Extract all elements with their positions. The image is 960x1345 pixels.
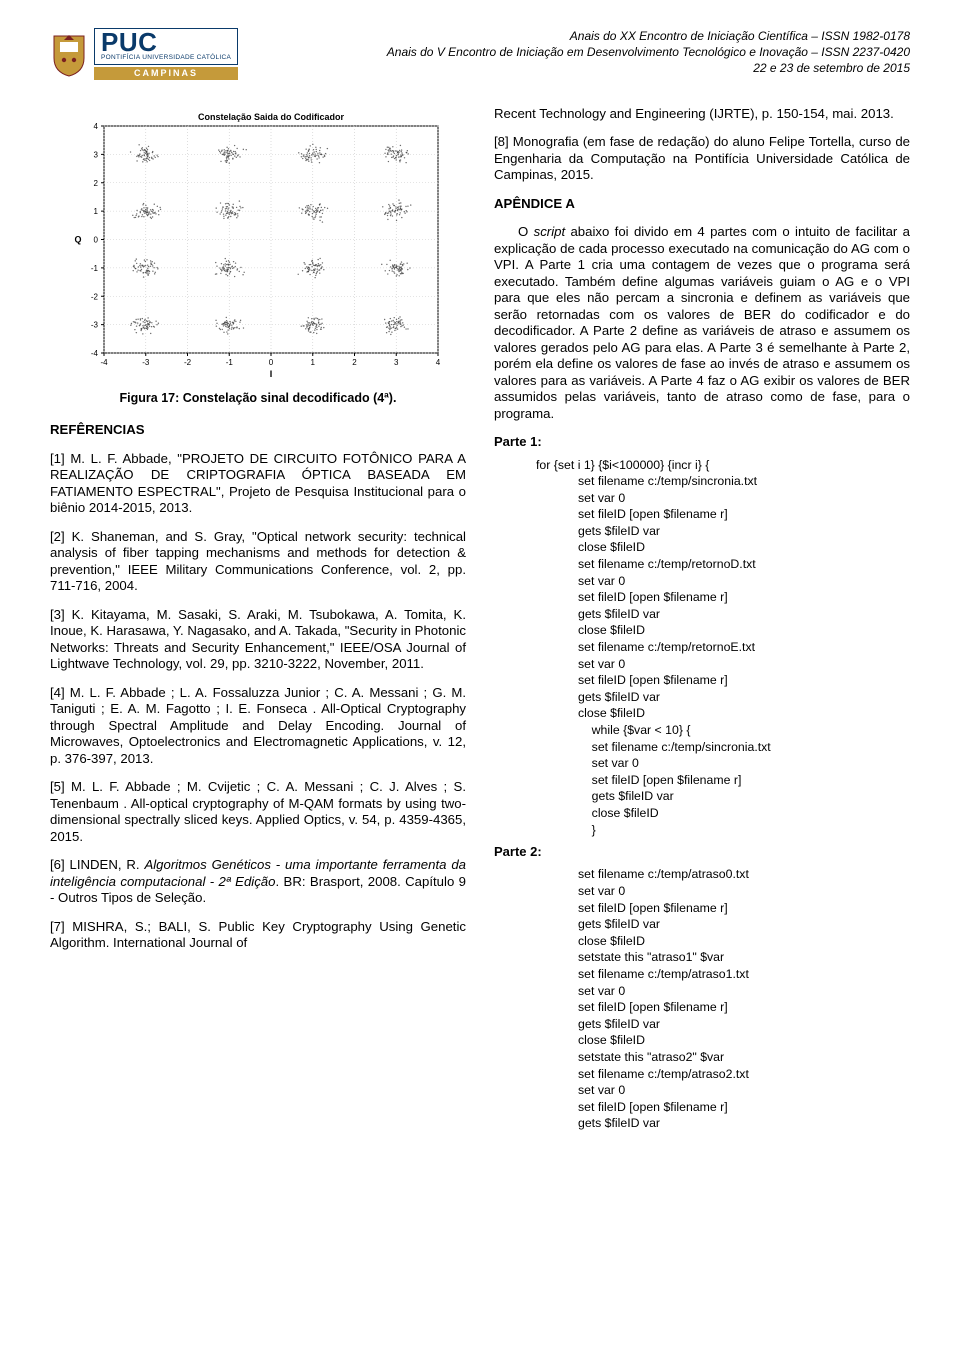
ref-4: [4] M. L. F. Abbade ; L. A. Fossaluzza J… — [50, 685, 466, 768]
appendix-p3: abaixo foi divido em 4 partes com o intu… — [494, 224, 910, 421]
svg-text:2: 2 — [352, 358, 357, 367]
svg-text:-1: -1 — [91, 264, 99, 273]
ref-3: [3] K. Kitayama, M. Sasaki, S. Araki, M.… — [50, 607, 466, 673]
appendix-script-word: script — [534, 224, 566, 239]
puc-text-block: PUC PONTIFÍCIA UNIVERSIDADE CATÓLICA CAM… — [94, 28, 238, 80]
svg-text:-4: -4 — [91, 349, 99, 358]
svg-text:1: 1 — [311, 358, 316, 367]
ref-7: [7] MISHRA, S.; BALI, S. Public Key Cryp… — [50, 919, 466, 952]
svg-text:0: 0 — [94, 235, 99, 244]
code-block-1-body: set filename c:/temp/sincronia.txt set v… — [578, 473, 910, 838]
appendix-para: O script abaixo foi divido em 4 partes c… — [494, 224, 910, 422]
ref-2: [2] K. Shaneman, and S. Gray, "Optical n… — [50, 529, 466, 595]
right-top-1: Recent Technology and Engineering (IJRTE… — [494, 106, 910, 123]
svg-text:0: 0 — [269, 358, 274, 367]
ref-6-a: [6] LINDEN, R. — [50, 857, 144, 872]
figure-caption: Figura 17: Constelação sinal decodificad… — [50, 391, 466, 407]
svg-text:2: 2 — [94, 179, 99, 188]
code-block-2-body: set filename c:/temp/atraso0.txt set var… — [578, 866, 910, 1132]
svg-text:4: 4 — [94, 122, 99, 131]
crest-icon — [50, 30, 88, 78]
campinas-strip: CAMPINAS — [94, 67, 238, 80]
ref-1: [1] M. L. F. Abbade, "PROJETO DE CIRCUIT… — [50, 451, 466, 517]
appendix-heading: APÊNDICE A — [494, 196, 910, 213]
svg-text:3: 3 — [394, 358, 399, 367]
svg-text:-1: -1 — [226, 358, 234, 367]
header-line-2: Anais do V Encontro de Iniciação em Dese… — [252, 44, 910, 60]
svg-text:Constelação Saida do Codificad: Constelação Saida do Codificador — [198, 112, 345, 122]
ref-6: [6] LINDEN, R. Algoritmos Genéticos - um… — [50, 857, 466, 907]
puc-logo: PUC PONTIFÍCIA UNIVERSIDADE CATÓLICA CAM… — [50, 28, 238, 80]
content-columns: -4 -3 -2 -1 0 1 2 3 4 -4 -3 -2 -1 0 1 2 3 4 Constelação Sa… — [50, 106, 910, 1132]
part2-label: Parte 2: — [494, 844, 910, 860]
svg-text:I: I — [270, 369, 273, 379]
svg-text:-2: -2 — [184, 358, 192, 367]
svg-text:1: 1 — [94, 207, 99, 216]
header-line-1: Anais do XX Encontro de Iniciação Cientí… — [252, 28, 910, 44]
svg-text:3: 3 — [94, 150, 99, 159]
right-column: Recent Technology and Engineering (IJRTE… — [494, 106, 910, 1132]
left-column: -4 -3 -2 -1 0 1 2 3 4 -4 -3 -2 -1 0 1 2 3 4 Constelação Sa… — [50, 106, 466, 1132]
appendix-p1: O — [518, 224, 534, 239]
page-header: PUC PONTIFÍCIA UNIVERSIDADE CATÓLICA CAM… — [50, 28, 910, 80]
constellation-chart: -4 -3 -2 -1 0 1 2 3 4 -4 -3 -2 -1 0 1 2 3 4 Constelação Sa… — [68, 106, 448, 381]
right-top-2: [8] Monografia (em fase de redação) do a… — [494, 134, 910, 184]
puc-subtitle: PONTIFÍCIA UNIVERSIDADE CATÓLICA — [101, 54, 231, 62]
code-block-2: set filename c:/temp/atraso0.txt set var… — [536, 866, 910, 1132]
puc-title: PUC — [101, 31, 231, 54]
svg-text:-4: -4 — [100, 358, 108, 367]
header-conference-lines: Anais do XX Encontro de Iniciação Cientí… — [252, 28, 910, 77]
code-block-1-head: for {set i 1} {$i<100000} {incr i} { — [536, 457, 910, 474]
svg-text:-3: -3 — [142, 358, 150, 367]
svg-text:-3: -3 — [91, 320, 99, 329]
svg-text:4: 4 — [436, 358, 441, 367]
part1-label: Parte 1: — [494, 434, 910, 450]
ref-5: [5] M. L. F. Abbade ; M. Cvijetic ; C. A… — [50, 779, 466, 845]
references-heading: REFÊRENCIAS — [50, 422, 466, 439]
header-line-3: 22 e 23 de setembro de 2015 — [252, 60, 910, 76]
code-block-1: set filename c:/temp/sincronia.txt set v… — [536, 473, 910, 838]
svg-text:-2: -2 — [91, 292, 99, 301]
svg-text:Q: Q — [74, 234, 81, 244]
figure-17: -4 -3 -2 -1 0 1 2 3 4 -4 -3 -2 -1 0 1 2 3 4 Constelação Sa… — [50, 106, 466, 381]
